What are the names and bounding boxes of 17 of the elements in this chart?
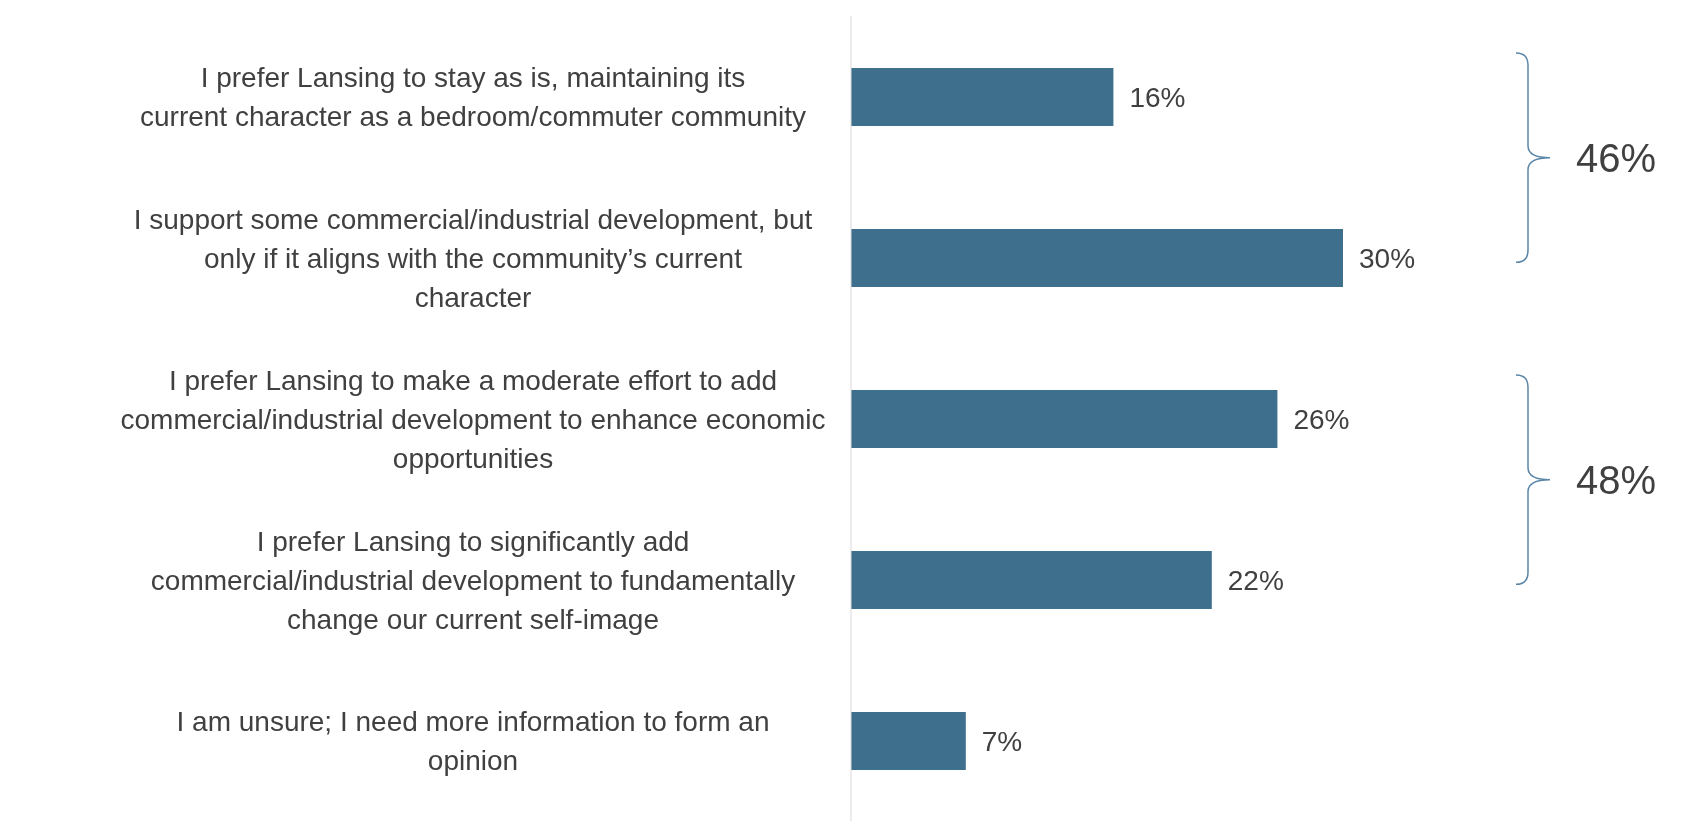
bar <box>851 712 966 770</box>
data-label: 7% <box>981 725 1023 757</box>
bar <box>851 551 1212 609</box>
data-label: 30% <box>1359 242 1416 274</box>
data-label: 26% <box>1293 403 1350 435</box>
y-tick-label: I prefer Lansing to make a moderate effort to add commercial/industrial development to enhance economic opportunities <box>120 364 826 473</box>
data-label: 22% <box>1227 564 1284 596</box>
data-label: 16% <box>1129 81 1186 113</box>
y-tick-label: I prefer Lansing to stay as is, maintaining its current character as a bedroom/commuter community <box>139 61 807 132</box>
bar <box>851 390 1278 448</box>
bar <box>851 68 1114 126</box>
text: 46% <box>1576 135 1657 180</box>
y-tick-label: I support some commercial/industrial development, but only if it aligns with the community’s current character <box>133 203 813 312</box>
y-tick-label: I am unsure; I need more information to form an opinion <box>176 705 770 776</box>
text: 48% <box>1576 457 1657 502</box>
bar <box>851 229 1343 287</box>
y-tick-label: I prefer Lansing to significantly add commercial/industrial development to fundamentally change our current self-image <box>150 525 796 634</box>
